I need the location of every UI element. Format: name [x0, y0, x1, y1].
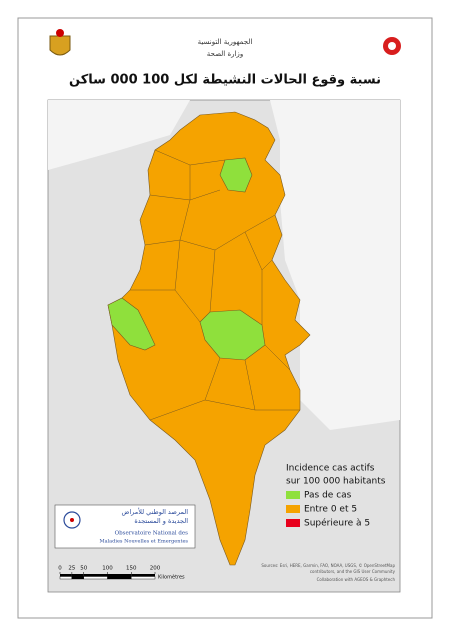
legend-label: Entre 0 et 5: [304, 505, 357, 515]
legend-title: Incidence cas actifs: [286, 464, 375, 474]
tunisia-emblem: [49, 29, 71, 56]
scale-segment: [83, 574, 108, 577]
sources: contributors, and the GIS User Community: [310, 569, 396, 574]
scale-segment: [59, 576, 73, 580]
scale-segment: [131, 574, 155, 577]
logo-french: Maladies Nouvelles et Emergentes: [99, 539, 188, 545]
scale-segment: [107, 574, 132, 577]
scale-segment: [71, 574, 84, 577]
scale-segment: [83, 576, 108, 580]
region-green: [199, 309, 266, 361]
region-green: [219, 157, 253, 193]
legend-swatch: [286, 505, 300, 513]
sea: [48, 100, 190, 170]
scale-segment: [71, 576, 84, 580]
sea: [270, 100, 400, 430]
map-title: نسبة وقوع الحالات النشيطة لكل 100 000 سا…: [69, 73, 381, 88]
legend: Incidence cas actifs sur 100 000 habitan…: [286, 464, 386, 529]
scale-label: 50: [80, 566, 87, 572]
logo-french: Observatoire National des: [115, 531, 189, 537]
header-ministry: وزارة الصحة: [207, 50, 243, 58]
scale-label: 0: [58, 566, 62, 572]
logo-arabic: المرصد الوطني للأمراض: [122, 507, 189, 516]
legend-label: Supérieure à 5: [304, 518, 370, 529]
legend-swatch: [286, 519, 300, 527]
legend-label: Pas de cas: [304, 491, 352, 501]
scale-label: 150: [126, 566, 137, 572]
legend-title: sur 100 000 habitants: [286, 477, 386, 487]
scale-unit: Kilomètres: [158, 574, 185, 581]
scale-segment: [107, 576, 132, 580]
scale-bar: 0 25 50 100 150 200 Kilomètres: [58, 566, 185, 581]
sources: Collaboration with AGEOS & Graphtech: [317, 577, 396, 582]
scale-segment: [60, 574, 72, 577]
scale-segment: [131, 576, 156, 580]
health-logo: [383, 37, 401, 55]
legend-swatch: [286, 491, 300, 499]
scale-label: 25: [68, 566, 75, 572]
region-borders: [130, 149, 300, 421]
scale-label: 200: [150, 566, 161, 572]
logo-arabic: الجديدة و المستجدة: [134, 517, 188, 525]
sources: Sources: Esri, HERE, Garmin, FAO, NOAA, …: [261, 563, 395, 568]
observatory-logo: المرصد الوطني للأمراض الجديدة و المستجدة…: [54, 504, 196, 549]
header-country: الجمهورية التونسية: [198, 38, 253, 46]
region-green: [107, 297, 156, 351]
scale-label: 100: [102, 566, 113, 572]
